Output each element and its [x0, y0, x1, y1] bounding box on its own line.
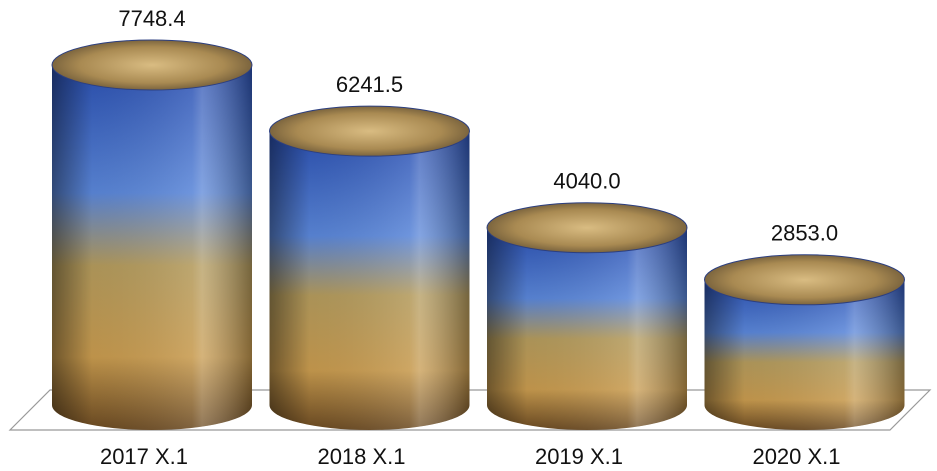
cylinder-top	[704, 254, 905, 306]
x-tick-label: 2018 X.1	[317, 444, 405, 469]
value-label: 6241.5	[336, 72, 403, 97]
cylinder	[704, 254, 905, 430]
cylinder-top	[269, 105, 470, 157]
cylinder	[269, 105, 470, 430]
x-tick-label: 2019 X.1	[535, 444, 623, 469]
value-label: 4040.0	[553, 169, 620, 194]
cylinder-shade	[704, 279, 905, 430]
x-tick-label: 2017 X.1	[100, 444, 188, 469]
cylinder	[51, 39, 253, 430]
cylinder-top	[51, 39, 253, 91]
cylinder-shade	[52, 65, 252, 430]
cylinder	[486, 202, 688, 430]
value-label: 7748.4	[118, 6, 185, 31]
x-tick-label: 2020 X.1	[752, 444, 840, 469]
cylinder-shade	[487, 227, 687, 430]
bars: 7748.4 2017 X.1 6241.5 2018 X.1 4040.0 2019 X…	[51, 6, 905, 469]
cylinder-top	[486, 202, 688, 254]
cylinder-shade	[269, 131, 470, 430]
value-label: 2853.0	[771, 221, 838, 246]
